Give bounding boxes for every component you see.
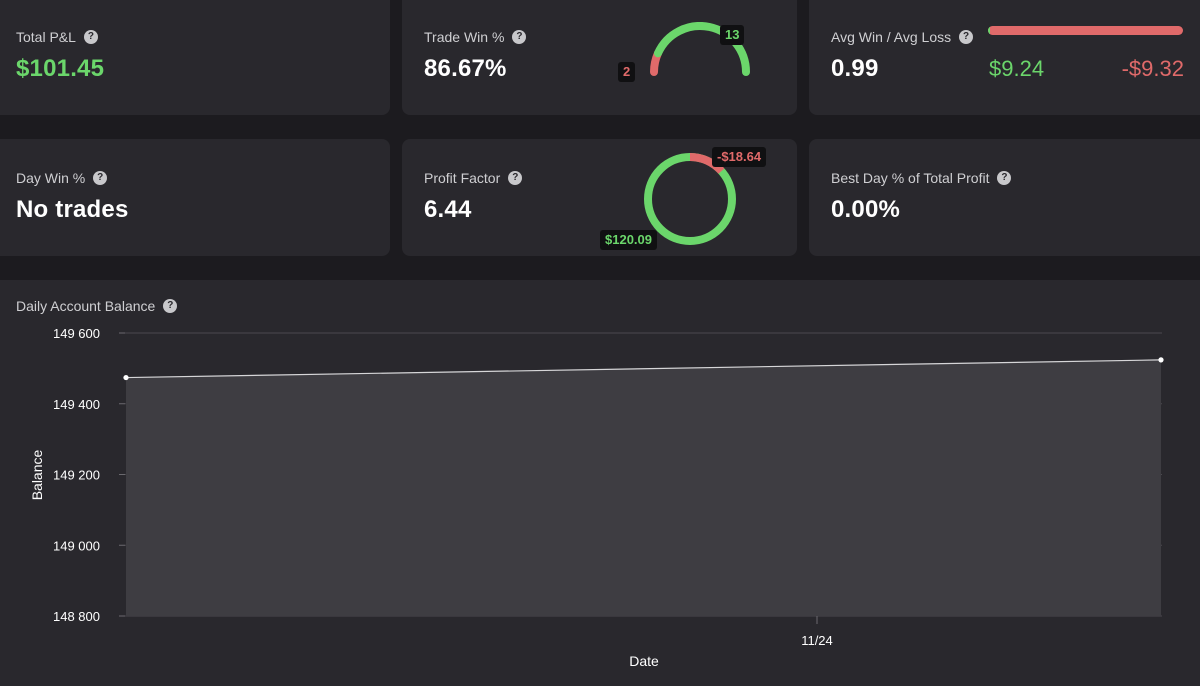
y-tick-label: 149 400 <box>53 397 100 412</box>
y-axis-label: Balance <box>29 449 45 500</box>
trade-win-wins-tag: 13 <box>720 25 745 46</box>
profit-factor-value: 6.44 <box>424 196 472 223</box>
trade-win-card: Trade Win % ? 86.67% 13 2 <box>402 0 797 115</box>
profit-factor-profit-tag: $120.09 <box>600 230 657 251</box>
y-tick-label: 149 000 <box>53 538 100 553</box>
day-win-card: Day Win % ? No trades <box>0 139 390 256</box>
profit-factor-loss-arc <box>689 153 725 174</box>
trade-win-label: Trade Win % <box>424 29 505 45</box>
question-circle-icon[interactable]: ? <box>959 30 974 44</box>
avg-win-loss-value: 0.99 <box>831 55 879 82</box>
total-pl-label-row: Total P&L ? <box>16 29 98 45</box>
day-win-value: No trades <box>16 196 129 223</box>
best-day-label-row: Best Day % of Total Profit ? <box>831 170 1012 186</box>
best-day-card: Best Day % of Total Profit ? 0.00% <box>809 139 1200 256</box>
trade-win-win-arc <box>653 22 750 76</box>
day-win-label-row: Day Win % ? <box>16 170 108 186</box>
daily-balance-label-row: Daily Account Balance ? <box>16 298 178 314</box>
avg-win-loss-bar <box>988 26 1183 35</box>
question-circle-icon[interactable]: ? <box>93 171 108 185</box>
balance-series-line <box>125 359 1162 379</box>
profit-factor-donut <box>644 153 736 245</box>
profit-factor-label-row: Profit Factor ? <box>424 170 523 186</box>
avg-win-bar-fill <box>988 26 990 35</box>
question-circle-icon[interactable]: ? <box>83 30 98 44</box>
trade-win-gauge <box>650 22 750 76</box>
avg-win-loss-label: Avg Win / Avg Loss <box>831 29 952 45</box>
avg-win-value: $9.24 <box>989 56 1045 81</box>
total-pl-value: $101.45 <box>16 55 105 82</box>
balance-data-point[interactable] <box>1158 357 1164 363</box>
x-axis-label: Date <box>629 653 659 669</box>
daily-balance-label: Daily Account Balance <box>16 298 156 314</box>
y-tick-label: 149 600 <box>53 326 100 341</box>
day-win-label: Day Win % <box>16 170 86 186</box>
question-circle-icon[interactable]: ? <box>512 30 527 44</box>
y-tick-label: 148 800 <box>53 609 100 624</box>
x-tick-label: 11/24 <box>801 633 833 648</box>
question-circle-icon[interactable]: ? <box>508 171 523 185</box>
trade-win-value: 86.67% <box>424 55 507 82</box>
total-pl-card: Total P&L ? $101.45 <box>0 0 390 115</box>
balance-data-point[interactable] <box>123 374 129 381</box>
total-pl-label: Total P&L <box>16 29 76 45</box>
profit-factor-card: Profit Factor ? 6.44 -$18.64 $120.09 <box>402 139 797 256</box>
trade-win-label-row: Trade Win % ? <box>424 29 527 45</box>
question-circle-icon[interactable]: ? <box>997 171 1012 185</box>
y-tick-label: 149 200 <box>53 468 100 483</box>
profit-factor-loss-tag: -$18.64 <box>712 147 767 168</box>
question-circle-icon[interactable]: ? <box>163 299 178 313</box>
best-day-label: Best Day % of Total Profit <box>831 170 990 186</box>
balance-area-fill <box>126 359 1161 616</box>
trade-win-losses-tag: 2 <box>618 62 636 83</box>
profit-factor-label: Profit Factor <box>424 170 501 186</box>
avg-loss-value: -$9.32 <box>1121 56 1184 81</box>
avg-win-loss-card: Avg Win / Avg Loss ? 0.99 $9.24 -$9.32 <box>809 0 1200 115</box>
best-day-value: 0.00% <box>831 196 901 223</box>
avg-win-loss-label-row: Avg Win / Avg Loss ? <box>831 29 974 45</box>
